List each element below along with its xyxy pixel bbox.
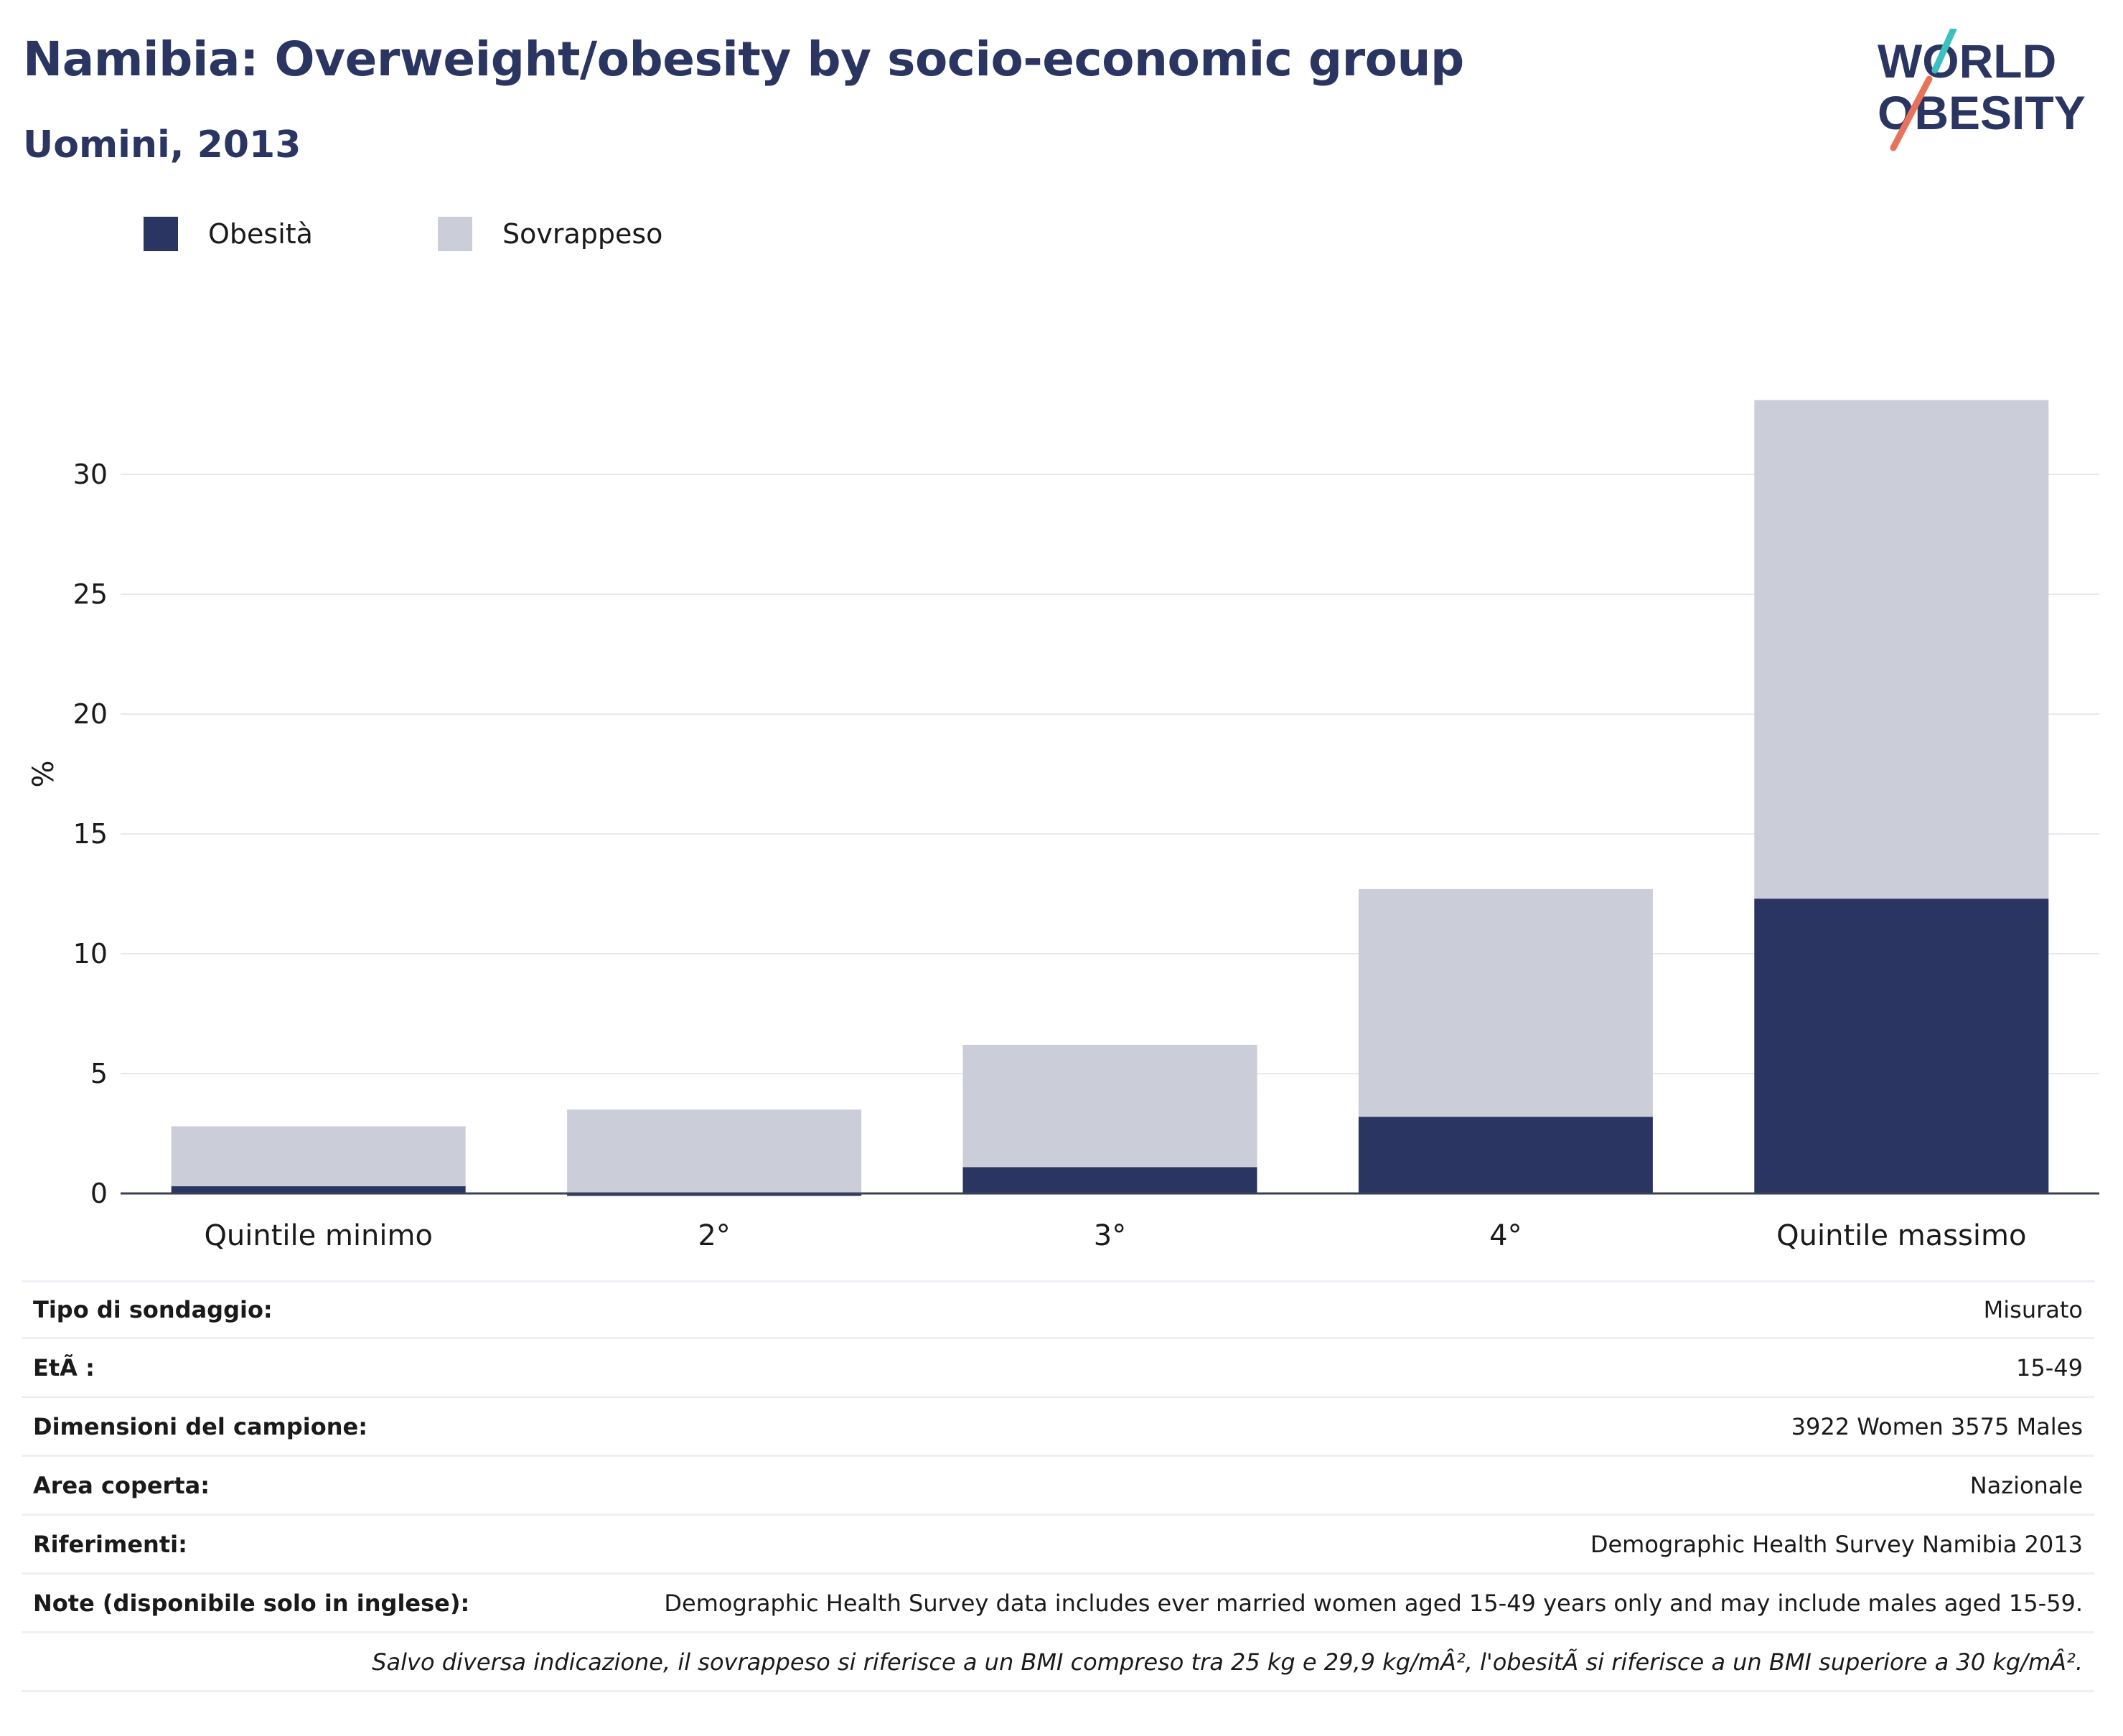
bar-overweight <box>962 1044 1257 1168</box>
logo-teal-slash <box>1931 29 1957 74</box>
bar-obesity <box>171 1186 466 1193</box>
info-label: Dimensioni del campione: <box>33 1412 368 1440</box>
bar-overweight <box>567 1109 862 1193</box>
info-row-notes: Note (disponibile solo in inglese): Demo… <box>22 1575 2094 1633</box>
info-value: Nazionale <box>1969 1471 2083 1499</box>
y-tick-label: 0 <box>90 1178 108 1209</box>
legend-item-overweight[interactable]: Sovrappeso <box>438 217 662 251</box>
y-tick-label: 15 <box>73 818 108 850</box>
legend-item-obesity[interactable]: Obesità <box>144 217 313 251</box>
page-title: Namibia: Overweight/obesity by socio-eco… <box>23 32 1464 87</box>
bar-obesity <box>1358 1117 1653 1193</box>
info-row-age: EtÃ : 15-49 <box>22 1339 2094 1398</box>
bar-obesity <box>567 1193 862 1196</box>
footnote-text: Salvo diversa indicazione, il sovrappeso… <box>372 1648 2083 1676</box>
y-tick-label: 25 <box>73 578 108 610</box>
logo-coral-slash <box>1890 75 1933 151</box>
bar-overweight <box>1358 888 1653 1117</box>
legend-swatch-obesity <box>144 217 178 251</box>
info-label: Tipo di sondaggio: <box>33 1296 273 1323</box>
bar-overweight <box>171 1126 466 1186</box>
bar-obesity <box>1754 899 2049 1193</box>
info-value: 3922 Women 3575 Males <box>1791 1412 2083 1440</box>
info-label: EtÃ : <box>33 1353 95 1381</box>
info-value: 15-49 <box>2016 1353 2083 1381</box>
y-tick-label: 30 <box>73 459 108 490</box>
x-tick-label: Quintile massimo <box>1776 1219 2026 1252</box>
bar-overweight <box>1754 400 2049 899</box>
x-tick-label: Quintile minimo <box>204 1219 433 1252</box>
logo-line1: WORLD <box>1878 34 2056 88</box>
info-value: Demographic Health Survey Namibia 2013 <box>1590 1530 2083 1558</box>
info-row-area: Area coperta: Nazionale <box>22 1457 2094 1516</box>
legend-label-overweight: Sovrappeso <box>502 218 663 250</box>
y-tick-label: 5 <box>90 1058 108 1089</box>
info-table: Tipo di sondaggio: Misurato EtÃ : 15-49 … <box>22 1280 2094 1692</box>
x-tick-label: 3° <box>1094 1219 1126 1252</box>
bar-chart: 0 5 10 15 20 25 30% Quintile minimo 2° 3° 4° Quinti… <box>27 400 2099 1252</box>
info-row-survey-type: Tipo di sondaggio: Misurato <box>22 1280 2094 1339</box>
y-tick-label: 10 <box>73 938 108 970</box>
legend-swatch-overweight <box>438 217 472 251</box>
info-row-references: Riferimenti: Demographic Health Survey N… <box>22 1516 2094 1575</box>
x-tick-label: 2° <box>698 1219 730 1252</box>
info-label: Area coperta: <box>33 1471 210 1499</box>
info-footnote: Salvo diversa indicazione, il sovrappeso… <box>22 1633 2094 1692</box>
page-subtitle: Uomini, 2013 <box>23 123 301 166</box>
info-value: Misurato <box>1983 1296 2083 1323</box>
y-tick-label: 20 <box>73 698 108 730</box>
legend-label-obesity: Obesità <box>208 218 313 250</box>
y-axis-label: % <box>27 760 60 787</box>
info-label: Riferimenti: <box>33 1530 187 1558</box>
info-label: Note (disponibile solo in inglese): <box>33 1589 470 1617</box>
bar-obesity <box>962 1167 1257 1193</box>
x-tick-label: 4° <box>1489 1219 1522 1252</box>
info-value: Demographic Health Survey data includes … <box>664 1589 2083 1617</box>
info-row-sample-size: Dimensioni del campione: 3922 Women 3575… <box>22 1398 2094 1457</box>
world-obesity-logo: WORLD OBESITY <box>1878 29 2086 151</box>
